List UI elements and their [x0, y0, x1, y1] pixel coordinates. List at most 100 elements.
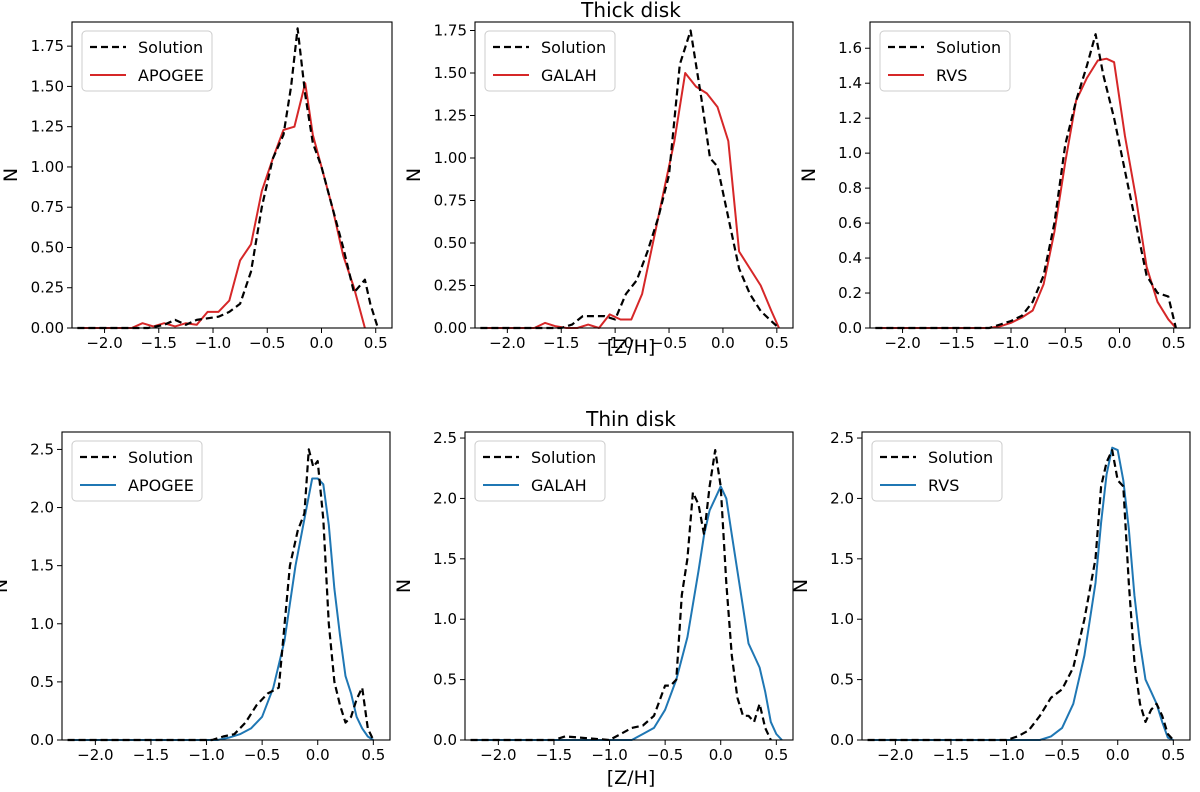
y-tick-label: 0.00 [434, 319, 467, 337]
y-tick-label: 1.0 [30, 615, 54, 633]
x-tick-label: −2.0 [86, 334, 122, 352]
y-tick-label: 1.75 [31, 37, 64, 55]
legend-label-solution: Solution [138, 38, 203, 57]
series-line-rvs [875, 57, 1177, 329]
y-tick-label: 0.0 [838, 319, 862, 337]
x-tick-label: −1.5 [939, 334, 975, 352]
x-tick-label: −1.5 [933, 746, 969, 764]
x-tick-label: 0.5 [1161, 746, 1185, 764]
legend-label-solution: Solution [928, 448, 993, 467]
x-tick-label: −0.5 [651, 334, 687, 352]
series-line-rvs [867, 446, 1174, 741]
y-tick-label: 0.00 [31, 319, 64, 337]
series-line-galah [470, 485, 783, 741]
y-tick-label: 0.50 [31, 238, 64, 256]
y-axis-label: N [393, 579, 415, 593]
y-tick-label: 1.00 [434, 149, 467, 167]
panel-thick-galah: −2.0 −1.5 −1.0 −0.5 0.0 0.5 0.00 0.25 0.50 0.75 1.… [403, 21, 794, 352]
x-tick-label: −0.5 [1047, 334, 1083, 352]
x-tick-label: 0.0 [310, 334, 334, 352]
y-tick-label: 1.50 [31, 77, 64, 95]
legend-label-solution: Solution [531, 448, 596, 467]
x-tick-label: −0.5 [249, 334, 285, 352]
y-tick-label: 1.25 [434, 107, 467, 125]
y-tick-label: 0.75 [434, 192, 467, 210]
x-tick-label: −1.0 [195, 334, 231, 352]
x-tick-label: −1.0 [988, 746, 1024, 764]
axes-frame [474, 21, 794, 329]
y-axis-label: N [403, 168, 425, 182]
panel-thick-apogee: −2.0 −1.5 −1.0 −0.5 0.0 0.5 0.00 0.25 0.50 0.75 1.… [0, 21, 393, 352]
series-line-solution [77, 27, 379, 330]
series-line-solution [67, 448, 375, 742]
y-tick-label: 1.6 [838, 39, 862, 57]
axes-frame [869, 21, 1191, 329]
x-tick-label: −2.0 [884, 334, 920, 352]
y-tick-label: 0.75 [31, 198, 64, 216]
y-tick-label: 2.5 [433, 429, 457, 447]
y-tick-label: 0.50 [434, 234, 467, 252]
x-tick-label: 0.5 [1162, 334, 1186, 352]
y-tick-label: 0.0 [830, 731, 854, 749]
x-tick-label: −1.0 [188, 746, 224, 764]
x-tick-label: −1.0 [591, 746, 627, 764]
legend-label-rvs: RVS [936, 66, 967, 85]
y-tick-label: 1.50 [434, 64, 467, 82]
axes-frame [861, 431, 1191, 741]
x-tick-label: 0.0 [711, 334, 735, 352]
x-tick-label: 0.5 [364, 334, 388, 352]
x-tick-label: 0.0 [1106, 746, 1130, 764]
y-tick-label: 0.2 [838, 284, 862, 302]
y-tick-label: 0.5 [830, 671, 854, 689]
y-tick-label: 0.25 [31, 279, 64, 297]
x-tick-label: −2.0 [77, 746, 113, 764]
y-tick-label: 1.2 [838, 109, 862, 127]
x-tick-label: 0.0 [306, 746, 330, 764]
y-tick-label: 1.5 [433, 550, 457, 568]
row-title-thick: Thick disk [580, 0, 681, 22]
y-axis-label: N [798, 168, 820, 182]
series-line-galah [480, 72, 780, 329]
legend-label-solution: Solution [128, 448, 193, 467]
y-tick-label: 2.0 [830, 489, 854, 507]
x-tick-label: 0.0 [1108, 334, 1132, 352]
x-tick-label: −1.5 [543, 334, 579, 352]
axes-frame [61, 431, 391, 741]
y-tick-label: 1.0 [830, 610, 854, 628]
x-tick-label: −1.5 [536, 746, 572, 764]
legend-label-galah: GALAH [541, 66, 597, 85]
x-tick-label: 0.5 [361, 746, 385, 764]
series-line-apogee [77, 82, 366, 329]
y-tick-label: 0.4 [838, 249, 862, 267]
y-tick-label: 0.0 [433, 731, 457, 749]
y-tick-label: 1.00 [31, 158, 64, 176]
panel-thin-apogee: −2.0 −1.5 −1.0 −0.5 0.0 0.5 0.0 0.5 1.0 1.5 2.0 2.5… [0, 431, 391, 764]
panels: −2.0 −1.5 −1.0 −0.5 0.0 0.5 0.00 0.25 0.50 0.75 1.… [0, 21, 1191, 764]
y-tick-label: 0.5 [433, 671, 457, 689]
y-tick-label: 1.5 [830, 550, 854, 568]
x-tick-label: −2.0 [489, 334, 525, 352]
row-title-thin: Thin disk [585, 407, 676, 431]
series-line-apogee [67, 477, 374, 741]
panel-thick-rvs: −2.0 −1.5 −1.0 −0.5 0.0 0.5 0.0 0.2 0.4 0.6 0.8 1.0… [798, 21, 1191, 352]
panel-thin-rvs: −2.0 −1.5 −1.0 −0.5 0.0 0.5 0.0 0.5 1.0 1.5 2.0 2.5… [790, 429, 1191, 764]
y-tick-label: 2.0 [433, 489, 457, 507]
x-tick-label: −0.5 [647, 746, 683, 764]
y-tick-label: 1.75 [434, 22, 467, 40]
y-tick-label: 1.25 [31, 118, 64, 136]
y-axis-label: N [790, 579, 812, 593]
y-axis-label: N [0, 168, 22, 182]
y-tick-label: 0.5 [30, 673, 54, 691]
x-tick-label: −0.5 [244, 746, 280, 764]
legend-label-solution: Solution [936, 38, 1001, 57]
y-tick-label: 0.0 [30, 731, 54, 749]
panel-thin-galah: −2.0 −1.5 −1.0 −0.5 0.0 0.5 0.0 0.5 1.0 1.5 2.0 2.5… [393, 429, 794, 764]
x-tick-label: −1.5 [133, 746, 169, 764]
legend-label-rvs: RVS [928, 476, 959, 495]
y-tick-label: 0.8 [838, 179, 862, 197]
x-tick-label: 0.0 [709, 746, 733, 764]
legend-label-galah: GALAH [531, 476, 587, 495]
x-tick-label: 0.5 [765, 334, 789, 352]
y-tick-label: 1.4 [838, 74, 862, 92]
